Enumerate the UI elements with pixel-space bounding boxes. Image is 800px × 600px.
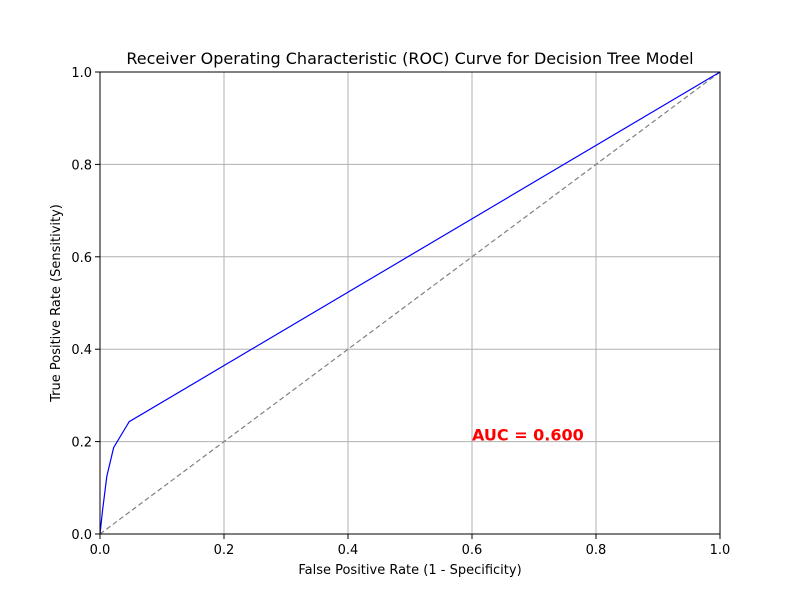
y-tick-label: 0.0 xyxy=(71,528,92,543)
roc-curve-line xyxy=(99,71,721,535)
y-tick-label: 1.0 xyxy=(71,66,92,81)
x-tick-label: 1.0 xyxy=(710,543,731,558)
random-classifier-line xyxy=(99,71,721,535)
plot-frame xyxy=(99,71,721,535)
x-tick-label: 0.2 xyxy=(214,543,235,558)
x-tick-label: 0.8 xyxy=(586,543,607,558)
x-tick-label: 0.4 xyxy=(338,543,359,558)
y-tick-label: 0.4 xyxy=(71,343,92,358)
y-tick-label: 0.6 xyxy=(71,251,92,266)
x-axis-label: False Positive Rate (1 - Specificity) xyxy=(298,563,521,578)
series-layer xyxy=(99,71,721,535)
x-tick-label: 0.6 xyxy=(462,543,483,558)
tick-layer: 0.0 0.2 0.4 0.6 0.8 1.0 0.0 0.2 0.4 0.6 0.8 1.0 xyxy=(71,66,730,558)
chart-title: Receiver Operating Characteristic (ROC) … xyxy=(126,49,693,68)
y-tick-label: 0.2 xyxy=(71,436,92,451)
x-tick-label: 0.0 xyxy=(90,543,111,558)
y-axis-label: True Positive Rate (Sensitivity) xyxy=(49,204,64,403)
auc-annotation: AUC = 0.600 xyxy=(472,426,584,445)
y-tick-label: 0.8 xyxy=(71,158,92,173)
